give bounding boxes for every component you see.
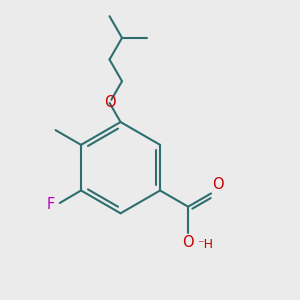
Text: F: F <box>47 197 55 212</box>
Text: O: O <box>213 177 224 192</box>
Text: O: O <box>182 235 194 250</box>
Text: ⁻H: ⁻H <box>197 238 213 251</box>
Text: O: O <box>104 95 115 110</box>
